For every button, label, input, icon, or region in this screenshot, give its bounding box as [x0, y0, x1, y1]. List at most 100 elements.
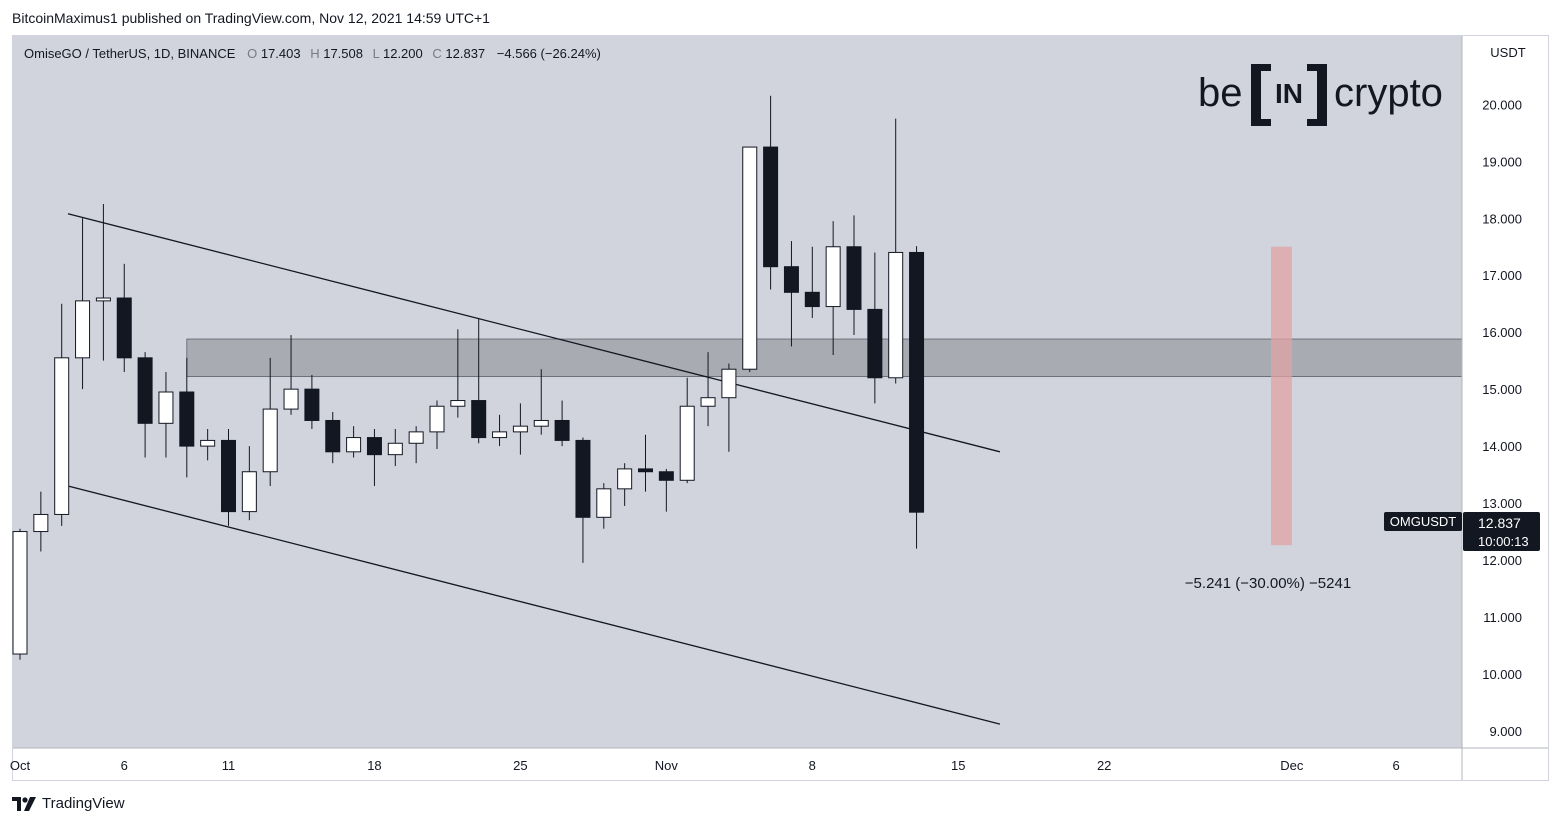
candle [450, 329, 466, 418]
candle-body [304, 388, 320, 421]
tradingview-footer[interactable]: TradingView [12, 795, 125, 812]
candle [387, 429, 403, 467]
resistance-zone [186, 338, 1463, 378]
candle [533, 369, 549, 435]
logo-box-inner [1261, 71, 1317, 119]
candle-body [179, 391, 195, 447]
candle [575, 437, 591, 563]
time-tick-label: Nov [655, 758, 679, 773]
high-value: 17.508 [323, 46, 363, 61]
low-value: 12.200 [383, 46, 423, 61]
candle [116, 263, 132, 373]
currency-label: USDT [1490, 45, 1525, 60]
candle-body [387, 442, 403, 456]
candle-body [554, 419, 570, 441]
price-tick-label: 19.000 [1482, 154, 1522, 169]
candle [346, 426, 362, 458]
plot-background [13, 36, 1462, 748]
candle-body [742, 146, 758, 370]
candle [512, 403, 528, 455]
candle [679, 377, 695, 484]
candle-body [721, 368, 737, 399]
price-tag: OMGUSDT 12.837 10:00:13 [1384, 512, 1540, 551]
candle-body [137, 357, 153, 424]
candle-body [471, 400, 487, 439]
candle [783, 241, 799, 347]
candle [804, 246, 820, 318]
logo-text-in: IN [1275, 78, 1303, 109]
candle [179, 357, 195, 478]
time-tick-label: 11 [222, 758, 236, 773]
change-value: −4.566 (−26.24%) [497, 46, 601, 61]
price-tick-label: 16.000 [1482, 325, 1522, 340]
candle-body [846, 246, 862, 310]
candle [158, 372, 174, 458]
last-price-text: 12.837 [1478, 515, 1521, 531]
open-value: 17.403 [261, 46, 301, 61]
beincrypto-logo: be IN crypto [1198, 64, 1443, 126]
candle [429, 400, 445, 449]
price-tick-label: 15.000 [1482, 382, 1522, 397]
resistance-zone-layer [186, 338, 1463, 378]
candle [825, 221, 841, 355]
candle [909, 246, 925, 549]
candle [617, 463, 633, 506]
candle [638, 434, 653, 492]
time-axis[interactable]: Oct 6 11 18 25 Nov 8 15 22 Dec 6 [10, 758, 1400, 773]
candle-body [533, 419, 549, 427]
candle-body [783, 266, 799, 293]
price-axis[interactable]: 20.000 19.000 18.000 17.000 16.000 15.000 14.0… [1482, 97, 1522, 739]
candle-body [283, 388, 299, 410]
tradingview-brand: TradingView [42, 795, 125, 812]
channel-lower-line [67, 485, 1001, 725]
price-tick-label: 10.000 [1482, 667, 1522, 682]
candle-body [262, 408, 278, 473]
candle-body [33, 513, 49, 533]
countdown-text: 10:00:13 [1478, 534, 1529, 549]
low-label: L [373, 46, 380, 61]
candle-body [346, 437, 362, 453]
measure-label: −5.241 (−30.00%) −5241 [1185, 575, 1351, 592]
candle-body [325, 419, 341, 453]
candle [658, 468, 674, 512]
price-tick-label: 12.000 [1482, 553, 1522, 568]
candle-body [825, 246, 841, 308]
close-value: 12.837 [445, 46, 485, 61]
candle [867, 252, 883, 404]
candle-body [596, 488, 612, 518]
tradingview-logo-icon [12, 796, 36, 811]
candle-body [200, 439, 216, 447]
candle [221, 429, 236, 526]
candle-body [221, 439, 236, 513]
candle-body [116, 297, 132, 359]
candle-body [512, 425, 528, 433]
symbol-tag-box [1384, 512, 1462, 531]
candle [137, 352, 153, 458]
candle [596, 483, 612, 529]
candle [283, 335, 299, 415]
time-tick-label: 22 [1097, 758, 1111, 773]
candle [408, 426, 424, 464]
candle-body [75, 300, 91, 359]
candle [492, 414, 508, 447]
candle-body [492, 431, 508, 439]
candle-layer [12, 95, 925, 660]
candle [742, 146, 758, 373]
candle [763, 95, 779, 290]
candle [888, 118, 904, 384]
candle [12, 528, 28, 660]
candle [700, 352, 716, 427]
symbol-tag-text: OMGUSDT [1390, 514, 1457, 529]
logo-box-gap-top [1271, 64, 1307, 71]
price-tick-label: 14.000 [1482, 439, 1522, 454]
candle [304, 374, 320, 430]
time-tick-label: 8 [809, 758, 816, 773]
candle-body [658, 471, 674, 481]
open-label: O [247, 46, 257, 61]
price-tick-label: 18.000 [1482, 211, 1522, 226]
candle-body [804, 291, 820, 308]
channel-upper-line [67, 213, 1001, 453]
price-tick-label: 9.000 [1489, 724, 1522, 739]
time-tick-label: 25 [513, 758, 527, 773]
